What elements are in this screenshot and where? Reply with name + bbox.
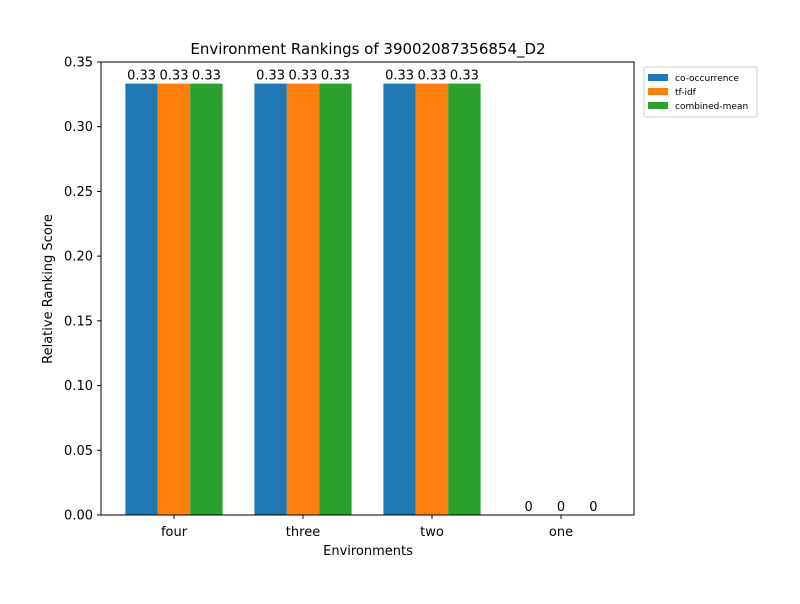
data-label-tf-idf-two: 0.33: [418, 69, 447, 84]
data-label-co-occurrence-two: 0.33: [385, 69, 414, 84]
data-label-combined-mean-two: 0.33: [450, 69, 479, 84]
bar-tf-idf-two: [415, 83, 449, 516]
y-tick-label-0.05: 0.05: [64, 444, 93, 459]
legend: co-occurrence tf-idf combined-mean: [643, 66, 758, 118]
data-label-combined-mean-three: 0.33: [321, 69, 350, 84]
y-tick-label-0.00: 0.00: [64, 509, 93, 524]
data-label-combined-mean-one: 0: [589, 500, 597, 515]
x-tick-label-two: two: [420, 525, 444, 540]
data-label-tf-idf-one: 0: [557, 500, 565, 515]
legend-label-combined-mean: combined-mean: [675, 102, 748, 112]
bar-tf-idf-four: [157, 83, 191, 516]
legend-swatch-co-occurrence: [648, 74, 668, 81]
bars-layer: [125, 83, 481, 516]
legend-label-tf-idf: tf-idf: [675, 88, 697, 98]
y-tick-label-0.10: 0.10: [64, 379, 93, 394]
data-labels-layer: 0.33 0.33 0.33 0.33 0.33 0.33 0.33 0.33 0.330 0 0: [127, 69, 597, 515]
bar-co-occurrence-four: [125, 83, 158, 516]
bar-combined-mean-two: [448, 83, 481, 516]
x-tick-label-four: four: [161, 525, 188, 540]
y-axis: 0.00 0.05 0.10 0.15 0.20 0.25 0.30 0.35: [64, 56, 101, 524]
data-label-co-occurrence-one: 0: [524, 500, 532, 515]
y-tick-label-0.35: 0.35: [64, 56, 93, 71]
x-tick-label-three: three: [286, 525, 320, 540]
y-tick-label-0.25: 0.25: [64, 185, 93, 200]
data-label-co-occurrence-four: 0.33: [127, 69, 156, 84]
data-label-tf-idf-four: 0.33: [160, 69, 189, 84]
bar-co-occurrence-three: [254, 83, 287, 516]
bar-combined-mean-four: [190, 83, 223, 516]
data-label-co-occurrence-three: 0.33: [256, 69, 285, 84]
bar-co-occurrence-two: [383, 83, 416, 516]
legend-swatch-tf-idf: [648, 88, 668, 95]
data-label-combined-mean-four: 0.33: [192, 69, 221, 84]
plot-area-frame: [100, 61, 635, 516]
data-label-tf-idf-three: 0.33: [289, 69, 318, 84]
chart-title: Environment Rankings of 39002087356854_D…: [190, 40, 545, 59]
legend-swatch-combined-mean: [648, 102, 668, 109]
legend-box: [643, 66, 758, 118]
y-tick-label-0.15: 0.15: [64, 314, 93, 329]
legend-label-co-occurrence: co-occurrence: [675, 74, 739, 84]
x-axis-label: Environments: [323, 544, 413, 559]
x-axis: four three two one: [161, 515, 573, 540]
bar-tf-idf-three: [286, 83, 320, 516]
y-tick-label-0.20: 0.20: [64, 250, 93, 265]
y-tick-label-0.30: 0.30: [64, 120, 93, 135]
bar-combined-mean-three: [319, 83, 352, 516]
x-tick-label-one: one: [549, 525, 573, 540]
y-axis-label: Relative Ranking Score: [41, 214, 56, 364]
